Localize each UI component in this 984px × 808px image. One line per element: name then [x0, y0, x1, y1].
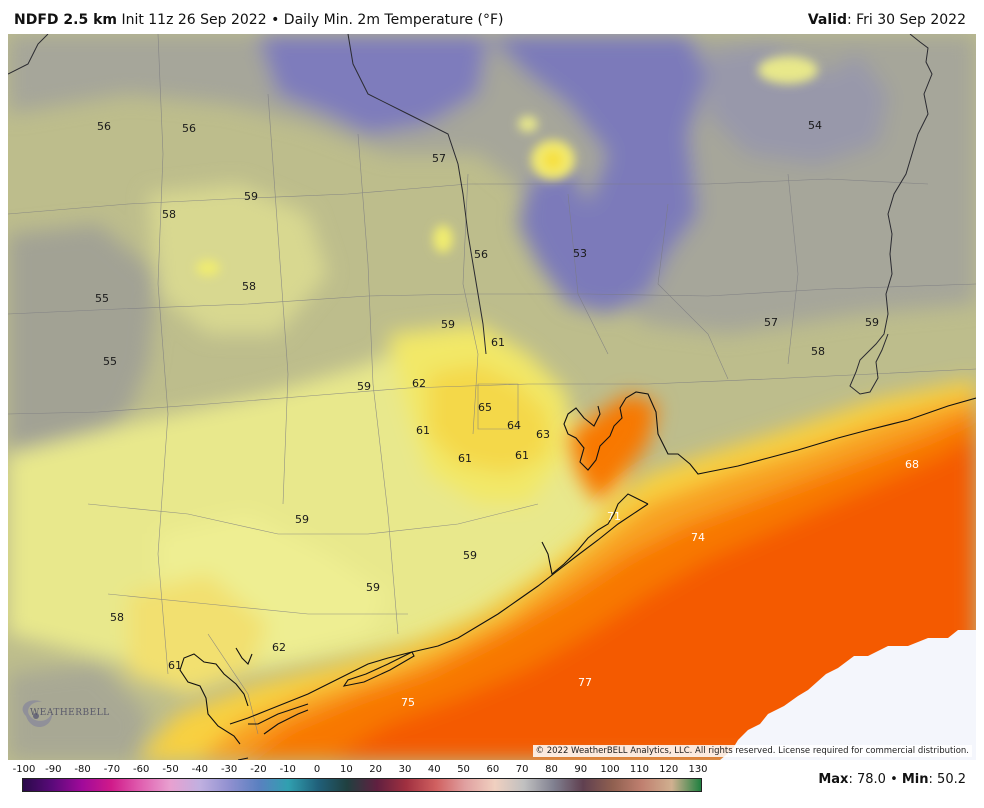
- temperature-label: 57: [764, 316, 778, 329]
- temperature-label: 58: [162, 208, 176, 221]
- weatherbell-logo: WEATHERBELL: [12, 694, 109, 738]
- temperature-label: 54: [808, 119, 822, 132]
- temperature-label: 61: [491, 336, 505, 349]
- product-name: Daily Min. 2m Temperature (°F): [283, 12, 504, 28]
- colorbar-tick: -20: [250, 764, 267, 775]
- max-value: : 78.0: [848, 772, 886, 787]
- temperature-labels: 56 56 57 54 59 58 56 53 58 55 59 57 59 61 58 55 62 59 65 64…: [95, 119, 919, 709]
- valid-label: Valid: [807, 12, 847, 28]
- temperature-label: 56: [97, 120, 111, 133]
- colorbar-tick: 0: [313, 764, 321, 775]
- temperature-label: 59: [366, 581, 380, 594]
- coastline: [179, 391, 976, 760]
- temperature-field: [8, 34, 976, 760]
- colorbar-tick: -30: [220, 764, 238, 775]
- temperature-label: 59: [295, 513, 309, 526]
- temperature-label: 56: [182, 122, 196, 135]
- colorbar-tick: 40: [427, 764, 441, 775]
- temperature-label: 55: [103, 355, 117, 368]
- max-min-summary: Max: 78.0 • Min: 50.2: [818, 772, 966, 787]
- min-label: Min: [901, 772, 929, 787]
- copyright-notice: © 2022 WeatherBELL Analytics, LLC. All r…: [532, 745, 972, 757]
- hurricane-swirl-icon: [22, 700, 53, 728]
- valid-time: Valid: Fri 30 Sep 2022: [808, 12, 966, 28]
- no-data-area: [720, 630, 976, 760]
- colorbar-tick: -40: [191, 764, 208, 775]
- min-value: : 50.2: [928, 772, 966, 787]
- temperature-label: 59: [357, 380, 371, 393]
- model-name: NDFD 2.5 km: [14, 12, 117, 28]
- colorbar: [22, 778, 702, 792]
- colorbar-tick: -80: [74, 764, 91, 775]
- temperature-label: 58: [110, 611, 124, 624]
- temperature-label: 58: [242, 280, 256, 293]
- map-title: NDFD 2.5 km Init 11z 26 Sep 2022 • Daily…: [14, 12, 504, 28]
- colorbar-tick: 30: [398, 764, 412, 775]
- colorbar-tick: 120: [659, 764, 679, 775]
- temperature-label: 61: [458, 452, 472, 465]
- temperature-label: 58: [811, 345, 825, 358]
- temperature-label: 59: [865, 316, 879, 329]
- temperature-label: 53: [573, 247, 587, 260]
- temperature-label: 77: [578, 676, 592, 689]
- state-border: [8, 34, 933, 395]
- temperature-label: 61: [416, 424, 430, 437]
- colorbar-tick: 90: [574, 764, 588, 775]
- colorbar-tick: -70: [103, 764, 121, 775]
- logo-text: WEATHERBELL: [30, 708, 110, 718]
- colorbar-tick: 70: [515, 764, 529, 775]
- temperature-label: 59: [441, 318, 455, 331]
- max-label: Max: [818, 772, 849, 787]
- temperature-label: 62: [272, 641, 286, 654]
- colorbar-tick: 10: [339, 764, 353, 775]
- colorbar-tick: 100: [600, 764, 620, 775]
- colorbar-tick: -60: [133, 764, 150, 775]
- temperature-label: 57: [432, 152, 446, 165]
- temperature-label: 59: [244, 190, 258, 203]
- temperature-label: 55: [95, 292, 109, 305]
- temperature-label: 61: [168, 659, 182, 672]
- temperature-label: 71: [607, 510, 621, 523]
- temperature-label: 68: [905, 458, 919, 471]
- colorbar-tick: -10: [279, 764, 296, 775]
- colorbar-tick: 60: [486, 764, 500, 775]
- temperature-label: 74: [691, 531, 705, 544]
- temperature-map: 56 56 57 54 59 58 56 53 58 55 59 57 59 61 58 55 62 59 65 64…: [8, 34, 976, 760]
- colorbar-tick: 130: [688, 764, 708, 775]
- legend: -100 -90 -80 -70 -60 -50 -40 -30 -20 -10 0 10 20 30 40…: [0, 760, 984, 808]
- colorbar-tick: -50: [162, 764, 179, 775]
- colorbar-tick-labels: -100 -90 -80 -70 -60 -50 -40 -30 -20 -10 0 10 20 30 40…: [0, 764, 984, 778]
- temperature-label: 65: [478, 401, 492, 414]
- temperature-label: 61: [515, 449, 529, 462]
- temperature-label: 62: [412, 377, 426, 390]
- colorbar-tick: -90: [45, 764, 62, 775]
- county-lines: [8, 34, 976, 735]
- temperature-label: 64: [507, 419, 521, 432]
- colorbar-tick: 80: [545, 764, 558, 775]
- colorbar-tick: 20: [369, 764, 383, 775]
- header: NDFD 2.5 km Init 11z 26 Sep 2022 • Daily…: [0, 0, 984, 34]
- colorbar-tick: -100: [12, 764, 36, 775]
- map-field: 56 56 57 54 59 58 56 53 58 55 59 57 59 61 58 55 62 59 65 64…: [8, 34, 976, 760]
- temperature-label: 56: [474, 248, 488, 261]
- colorbar-tick: 110: [629, 764, 649, 775]
- temperature-label: 75: [401, 696, 415, 709]
- title-bullet: •: [271, 12, 280, 28]
- stats-bullet: •: [890, 772, 898, 787]
- valid-value: : Fri 30 Sep 2022: [846, 12, 966, 28]
- temperature-label: 63: [536, 428, 550, 441]
- init-time: Init 11z 26 Sep 2022: [121, 12, 267, 28]
- temperature-label: 59: [463, 549, 477, 562]
- colorbar-tick: 50: [457, 764, 470, 775]
